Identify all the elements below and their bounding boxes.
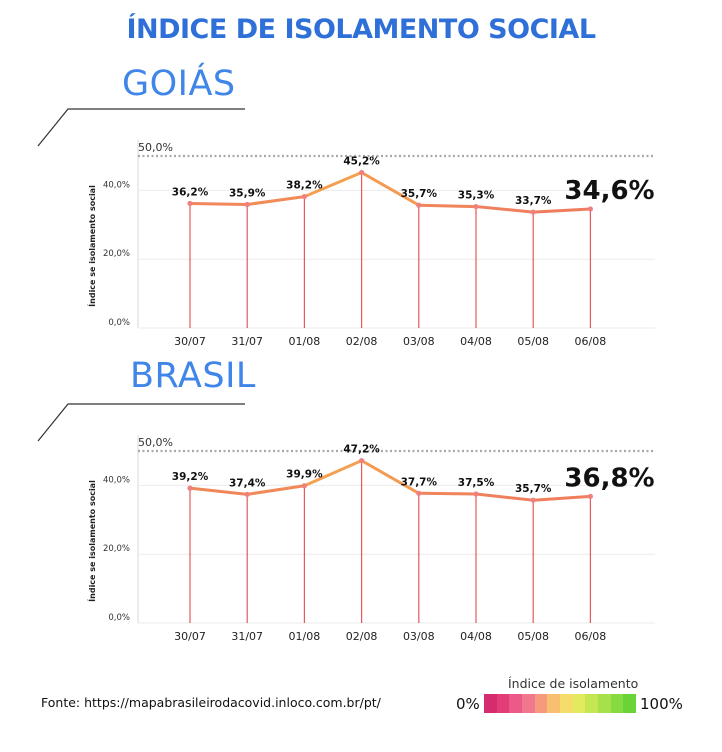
reference-line-label: 50,0% bbox=[138, 141, 173, 154]
x-tick-label: 04/08 bbox=[460, 335, 492, 348]
y-axis-title: Índice se isolamento social bbox=[86, 480, 97, 602]
data-point bbox=[416, 202, 422, 208]
legend-swatch bbox=[598, 694, 611, 713]
legend-gradient-bar bbox=[484, 694, 637, 713]
legend-swatch bbox=[623, 694, 637, 713]
series-line-segment bbox=[474, 205, 535, 214]
data-point bbox=[473, 491, 479, 497]
x-tick-label: 30/07 bbox=[174, 630, 206, 643]
legend-title: Índice de isolamento bbox=[508, 676, 639, 691]
legend-swatch bbox=[610, 694, 624, 713]
series-line-segment bbox=[417, 491, 478, 496]
corner-decoration bbox=[37, 403, 245, 442]
series-line-segment bbox=[531, 494, 592, 502]
data-label: 37,5% bbox=[458, 477, 495, 489]
data-label: 35,7% bbox=[401, 188, 438, 200]
series-line-segment bbox=[245, 484, 306, 496]
corner-decoration bbox=[37, 108, 245, 147]
legend-swatch bbox=[547, 694, 561, 713]
y-axis-title: Índice se isolamento social bbox=[86, 185, 97, 307]
legend-swatch bbox=[560, 694, 573, 713]
data-point bbox=[187, 200, 193, 207]
data-point bbox=[359, 169, 365, 176]
series-line-segment bbox=[188, 201, 249, 207]
chart-goias: 0,0% 20,0% 40,0% 50,0% Índice se isolamento … bbox=[37, 108, 655, 348]
data-point bbox=[359, 458, 365, 464]
reference-line-label: 50,0% bbox=[138, 436, 173, 449]
y-tick-label: 20,0% bbox=[103, 544, 130, 554]
data-label: 35,3% bbox=[458, 190, 495, 202]
y-tick-label: 40,0% bbox=[103, 180, 130, 190]
y-tick-label: 0,0% bbox=[108, 613, 130, 623]
series-line-segment bbox=[417, 203, 478, 209]
data-point bbox=[244, 201, 250, 208]
data-label: 33,7% bbox=[515, 195, 552, 207]
x-tick-label: 02/08 bbox=[346, 335, 378, 348]
source-text: Fonte: https://mapabrasileirodacovid.inl… bbox=[41, 695, 381, 710]
legend-swatch bbox=[534, 694, 548, 713]
data-point bbox=[587, 206, 594, 212]
series-line-segment bbox=[245, 195, 306, 207]
x-tick-label: 06/08 bbox=[575, 335, 607, 348]
legend-max-label: 100% bbox=[640, 695, 683, 713]
data-label: 45,2% bbox=[343, 156, 380, 168]
x-tick-label: 30/07 bbox=[174, 335, 206, 348]
data-point bbox=[301, 483, 307, 489]
legend-min-label: 0% bbox=[456, 695, 480, 713]
legend-swatch bbox=[509, 694, 523, 713]
legend-swatch bbox=[522, 694, 535, 713]
data-label: 47,2% bbox=[343, 444, 380, 456]
series-line-segment bbox=[360, 459, 421, 495]
data-label: 37,7% bbox=[401, 476, 438, 488]
data-point bbox=[473, 203, 479, 210]
region-title-brasil: BRASIL bbox=[130, 356, 256, 396]
region-title-goias: GOIÁS bbox=[122, 64, 236, 104]
data-label: 37,4% bbox=[229, 477, 266, 489]
data-point bbox=[301, 193, 307, 200]
data-label: 39,2% bbox=[172, 471, 209, 483]
data-label: 35,7% bbox=[515, 483, 552, 495]
legend-swatch bbox=[572, 694, 586, 713]
x-tick-label: 31/07 bbox=[231, 335, 263, 348]
data-point bbox=[416, 490, 422, 496]
series-line-segment bbox=[302, 171, 364, 199]
x-tick-label: 01/08 bbox=[289, 335, 321, 348]
x-tick-label: 02/08 bbox=[346, 630, 378, 643]
data-label-highlight: 36,8% bbox=[564, 463, 654, 493]
y-tick-label: 40,0% bbox=[103, 475, 130, 485]
legend-swatch bbox=[496, 694, 510, 713]
x-tick-label: 01/08 bbox=[289, 630, 321, 643]
series-line-segment bbox=[474, 492, 535, 502]
data-label: 39,9% bbox=[286, 469, 323, 481]
data-label-highlight: 34,6% bbox=[564, 176, 654, 206]
y-tick-label: 20,0% bbox=[103, 249, 130, 259]
x-tick-label: 06/08 bbox=[575, 630, 607, 643]
series-line-segment bbox=[188, 486, 249, 496]
x-tick-label: 05/08 bbox=[517, 630, 549, 643]
y-tick-label: 0,0% bbox=[108, 318, 130, 328]
legend-swatch bbox=[585, 694, 599, 713]
x-tick-label: 31/07 bbox=[231, 630, 263, 643]
data-point bbox=[244, 491, 250, 497]
legend-swatch bbox=[484, 694, 497, 713]
page-title: ÍNDICE DE ISOLAMENTO SOCIAL bbox=[126, 14, 596, 45]
series-line-segment bbox=[302, 459, 364, 488]
x-tick-label: 03/08 bbox=[403, 630, 435, 643]
data-label: 38,2% bbox=[286, 180, 323, 192]
data-label: 36,2% bbox=[172, 186, 209, 198]
x-tick-label: 05/08 bbox=[517, 335, 549, 348]
series-line-segment bbox=[360, 171, 421, 207]
data-point bbox=[530, 209, 536, 215]
data-label: 35,9% bbox=[229, 188, 266, 200]
chart-brasil: 0,0% 20,0% 40,0% 50,0% Índice se isolamento … bbox=[37, 403, 655, 643]
x-tick-label: 03/08 bbox=[403, 335, 435, 348]
x-tick-label: 04/08 bbox=[460, 630, 492, 643]
data-point bbox=[187, 485, 193, 491]
color-legend: Índice de isolamento 0% 100% bbox=[452, 676, 692, 716]
data-point bbox=[587, 493, 594, 500]
series-line-segment bbox=[531, 207, 592, 214]
data-point bbox=[530, 497, 536, 503]
